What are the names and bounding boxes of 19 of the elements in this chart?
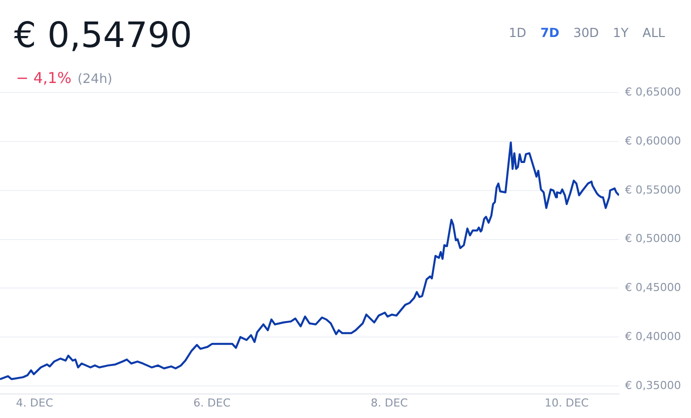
y-tick-label: € 0,65000 [625,85,681,98]
text: 7D [540,25,560,40]
text: ALL [642,25,665,40]
text: 1D [508,25,526,40]
y-tick-label: € 0,60000 [625,134,681,148]
chart-title: € 0,54790 [14,15,192,58]
text: (24h) [77,72,112,87]
x-tick-label: 6. DEC [193,396,231,410]
y-tick-label: € 0,40000 [625,330,681,343]
text: 1Y [612,25,629,40]
x-tick-label: 4. DEC [16,396,54,410]
text: 30D [573,25,599,40]
y-tick-label: € 0,55000 [625,183,681,196]
x-tick-label: 8. DEC [370,396,408,410]
x-tick-label: 10. DEC [544,396,590,410]
y-tick-label: € 0,50000 [625,232,681,246]
chart-subtitle: − 4,1% [16,69,72,87]
y-tick-label: € 0,35000 [625,378,681,392]
y-tick-label: € 0,45000 [625,281,681,294]
